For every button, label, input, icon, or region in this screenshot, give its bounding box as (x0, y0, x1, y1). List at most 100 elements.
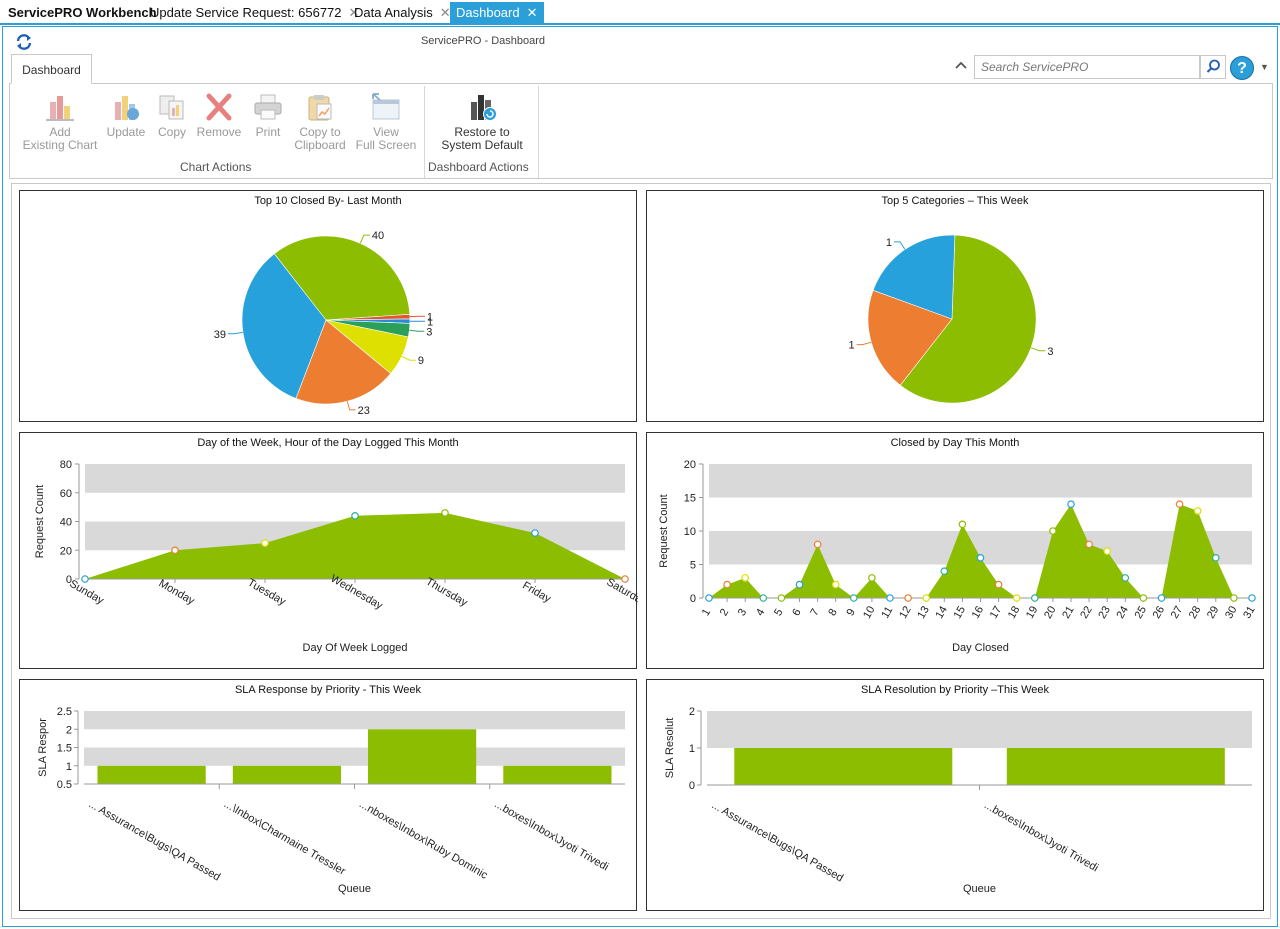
grid-band (707, 711, 1252, 748)
button-label: Restore to (454, 125, 510, 139)
y-tick-label: 20 (60, 545, 72, 557)
y-axis-label: SLA Resolut (664, 718, 676, 779)
x-tick-label: 1 (700, 607, 713, 618)
data-point (1012, 594, 1021, 602)
restore-system-default-button[interactable]: Restore to System Default (430, 92, 534, 152)
chart-canvas: 0 1 2 ... Assurance\Bugs\QA Passed ...boxes\… (664, 706, 1252, 895)
grid-band (84, 747, 625, 766)
close-icon[interactable]: ✕ (526, 5, 538, 20)
x-tick-label: 27 (1169, 604, 1186, 621)
pie-data-label: 1 (427, 311, 433, 323)
view-full-screen-button[interactable]: View Full Screen (352, 92, 420, 152)
close-icon[interactable]: ✕ (348, 5, 360, 20)
x-tick-label: Thursday (424, 576, 470, 610)
data-point (1248, 594, 1256, 602)
document-tab-strip: ServicePRO Workbench Update Service Requ… (0, 0, 1280, 25)
y-tick-label: 5 (690, 560, 696, 572)
chevron-down-icon[interactable]: ▼ (1260, 62, 1269, 72)
x-tick-label: 30 (1223, 604, 1240, 621)
x-tick-label: Saturday (604, 576, 638, 609)
data-point (1157, 594, 1166, 602)
x-tick-label: Monday (157, 577, 197, 607)
data-point (1230, 594, 1238, 602)
x-tick-label: 28 (1187, 604, 1204, 621)
tab-dashboard[interactable]: Dashboard ✕ (450, 2, 544, 24)
data-point (261, 539, 269, 547)
x-tick-label: 17 (988, 604, 1005, 621)
button-label: Clipboard (294, 138, 346, 152)
y-tick-label: 0.5 (57, 779, 72, 791)
print-button[interactable]: Print (246, 92, 290, 139)
y-tick-label: 0 (690, 593, 696, 605)
y-tick-label: 15 (684, 493, 696, 505)
x-tick-label: 8 (826, 607, 839, 618)
chart-sla-response[interactable]: SLA Response by Priority - This Week 0.5… (19, 679, 637, 911)
y-tick-label: 2 (689, 706, 695, 718)
search-icon (1206, 59, 1220, 73)
data-point (850, 594, 858, 602)
pie-data-label: 23 (358, 405, 370, 417)
x-axis-label: Queue (963, 883, 996, 895)
close-icon[interactable]: ✕ (439, 5, 451, 20)
y-axis-label: Request Count (658, 494, 670, 567)
chart-title: SLA Resolution by Priority –This Week (860, 684, 1050, 696)
x-tick-label: 14 (933, 604, 950, 621)
search-input[interactable] (974, 55, 1200, 79)
tab-servicepro-workbench[interactable]: ServicePRO Workbench (8, 2, 157, 24)
update-button[interactable]: Update (104, 92, 148, 139)
x-tick-label: 9 (844, 607, 857, 618)
clipboard-icon (308, 95, 332, 121)
y-tick-label: 10 (684, 526, 696, 538)
button-label: Remove (196, 125, 242, 139)
x-tick-label: ...boxes\Inbox\Jyoti Trivedi (982, 799, 1100, 874)
ribbon-tab-dashboard[interactable]: Dashboard (11, 54, 92, 84)
chart-top-5-categories[interactable]: Top 5 Categories – This Week 3 1 1 (646, 190, 1264, 422)
x-tick-label: 18 (1006, 604, 1023, 621)
x-tick-label: 12 (897, 604, 914, 621)
x-tick-label: 11 (879, 605, 895, 621)
refresh-icon[interactable] (15, 33, 33, 51)
y-tick-label: 2.5 (57, 706, 72, 718)
button-label: Copy (157, 125, 186, 139)
data-point (831, 580, 840, 589)
bar (368, 729, 477, 785)
x-tick-label: 15 (952, 604, 969, 621)
x-tick-label: 5 (772, 607, 785, 618)
remove-button[interactable]: Remove (194, 92, 244, 139)
button-label: View (373, 125, 399, 139)
chart-top-10-closed-by[interactable]: Top 10 Closed By- Last Month 40 1 1 3 9 23 39 (19, 190, 637, 422)
data-point (1085, 540, 1093, 549)
data-point (994, 580, 1003, 589)
group-label-chart-actions: Chart Actions (180, 160, 252, 174)
chart-sla-resolution[interactable]: SLA Resolution by Priority –This Week 0 1… (646, 679, 1264, 911)
y-tick-label: 1 (689, 743, 695, 755)
pie-leader-line (401, 355, 416, 361)
tab-label: Update Service Request: 656772 (150, 5, 342, 20)
help-icon[interactable]: ? (1230, 56, 1254, 80)
copy-button[interactable]: Copy (150, 92, 194, 139)
search-button[interactable] (1200, 55, 1226, 79)
data-point (723, 580, 731, 589)
x-tick-label: 20 (1042, 604, 1059, 621)
data-point (351, 512, 359, 520)
tab-update-service-request[interactable]: Update Service Request: 656772 ✕ (150, 2, 359, 24)
chart-closed-by-day[interactable]: Closed by Day This Month 0 5 10 15 20 1 2 3 4 5 6 7… (646, 432, 1264, 669)
tab-data-analysis[interactable]: Data Analysis ✕ (354, 2, 451, 24)
chevron-up-icon[interactable] (955, 61, 967, 69)
chart-day-of-week-logged[interactable]: Day of the Week, Hour of the Day Logged … (19, 432, 638, 669)
x-tick-label: 24 (1114, 604, 1131, 621)
x-tick-label: Tuesday (245, 577, 288, 609)
copy-to-clipboard-button[interactable]: Copy to Clipboard (290, 92, 350, 152)
data-point (531, 529, 539, 537)
x-tick-label: 21 (1060, 604, 1077, 621)
x-tick-label: 4 (754, 607, 767, 618)
data-point (1139, 594, 1148, 602)
chart-title: Day of the Week, Hour of the Day Logged … (197, 437, 459, 449)
add-existing-chart-button[interactable]: Add Existing Chart (16, 92, 104, 152)
button-label: Add (49, 125, 71, 139)
y-tick-label: 20 (684, 459, 696, 471)
pie-leader-line (346, 401, 356, 411)
add-chart-icon (46, 96, 74, 121)
x-tick-label: 2 (718, 607, 731, 618)
